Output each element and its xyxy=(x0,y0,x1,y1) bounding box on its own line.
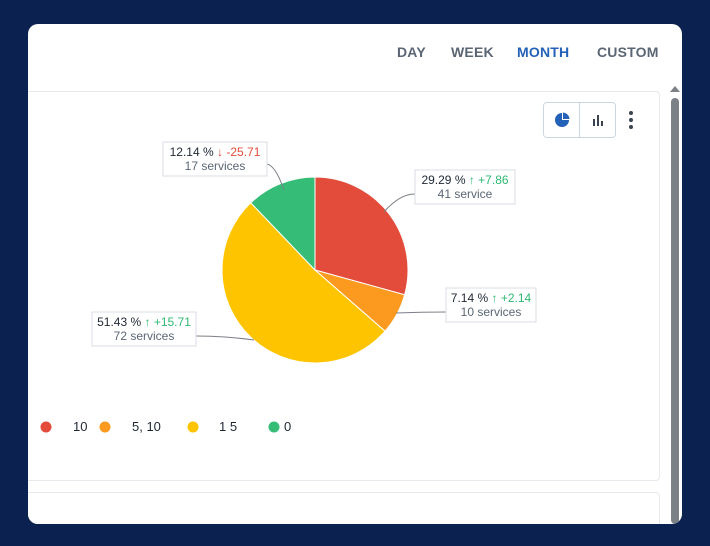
tab-week[interactable]: WEEK xyxy=(451,44,494,60)
legend-label: 5, 10 xyxy=(132,419,161,434)
callout-box xyxy=(91,311,197,347)
arrow-up-icon: ↑ xyxy=(491,291,500,305)
slice-percent: 7.14 % xyxy=(451,291,492,305)
tab-day[interactable]: DAY xyxy=(397,44,426,60)
chart-view-toggle xyxy=(543,102,616,138)
analytics-panel: DAY WEEK MONTH CUSTOM xyxy=(28,24,682,524)
scroll-up-icon[interactable] xyxy=(670,86,680,92)
slice-count: 10 services xyxy=(461,305,522,319)
slice-change: +7.86 xyxy=(478,173,509,187)
legend-label: 1 5 xyxy=(219,419,237,434)
legend-item-2[interactable]: 1 5 xyxy=(187,419,238,434)
slice-label: 29.29 % ↑ +7.86 xyxy=(421,173,508,187)
pie-chart-button[interactable] xyxy=(544,103,580,137)
arrow-up-icon: ↑ xyxy=(469,173,478,187)
callout-line xyxy=(395,311,447,314)
callout-line xyxy=(195,335,255,341)
scrollbar[interactable] xyxy=(668,86,682,524)
pie-chart-icon xyxy=(554,112,569,127)
legend-label: 0 xyxy=(284,419,291,434)
slice-label: 7.14 % ↑ +2.14 xyxy=(451,291,532,305)
legend-label: 10 xyxy=(73,419,87,434)
callout-box xyxy=(162,141,268,177)
slice-label: 51.43 % ↑ +15.71 xyxy=(97,315,191,329)
legend-swatch xyxy=(99,421,111,433)
slice-change: +15.71 xyxy=(154,315,191,329)
callout-box xyxy=(414,169,516,205)
legend-item-0[interactable]: 10 xyxy=(40,419,88,434)
callout-line xyxy=(265,163,285,191)
slice-percent: 51.43 % xyxy=(97,315,144,329)
pie-slice-3[interactable] xyxy=(250,176,316,272)
bar-chart-button[interactable] xyxy=(580,103,615,137)
arrow-down-icon: ↓ xyxy=(217,145,226,159)
tab-custom[interactable]: CUSTOM xyxy=(597,44,659,60)
slice-change: -25.71 xyxy=(226,145,260,159)
slice-count: 41 service xyxy=(438,187,493,201)
slice-percent: 29.29 % xyxy=(421,173,468,187)
pie-slice-2[interactable] xyxy=(221,202,386,364)
legend-item-1[interactable]: 5, 10 xyxy=(99,419,161,434)
bar-chart-icon xyxy=(592,115,603,126)
legend-swatch xyxy=(187,421,199,433)
more-vertical-icon[interactable] xyxy=(623,108,639,132)
slice-label: 12.14 % ↓ -25.71 xyxy=(170,145,261,159)
legend-swatch xyxy=(268,421,280,433)
legend-item-3[interactable]: 0 xyxy=(268,419,292,434)
scroll-thumb[interactable] xyxy=(671,98,679,524)
callout-box xyxy=(445,287,537,323)
slice-percent: 12.14 % xyxy=(170,145,217,159)
slice-count: 17 services xyxy=(185,159,246,173)
secondary-card xyxy=(28,492,660,524)
tab-month[interactable]: MONTH xyxy=(517,44,570,60)
slice-count: 72 services xyxy=(114,329,175,343)
slice-change: +2.14 xyxy=(501,291,532,305)
legend-swatch xyxy=(40,421,52,433)
arrow-up-icon: ↑ xyxy=(144,315,153,329)
callout-line xyxy=(383,193,416,213)
pie-slice-0[interactable] xyxy=(314,176,409,296)
